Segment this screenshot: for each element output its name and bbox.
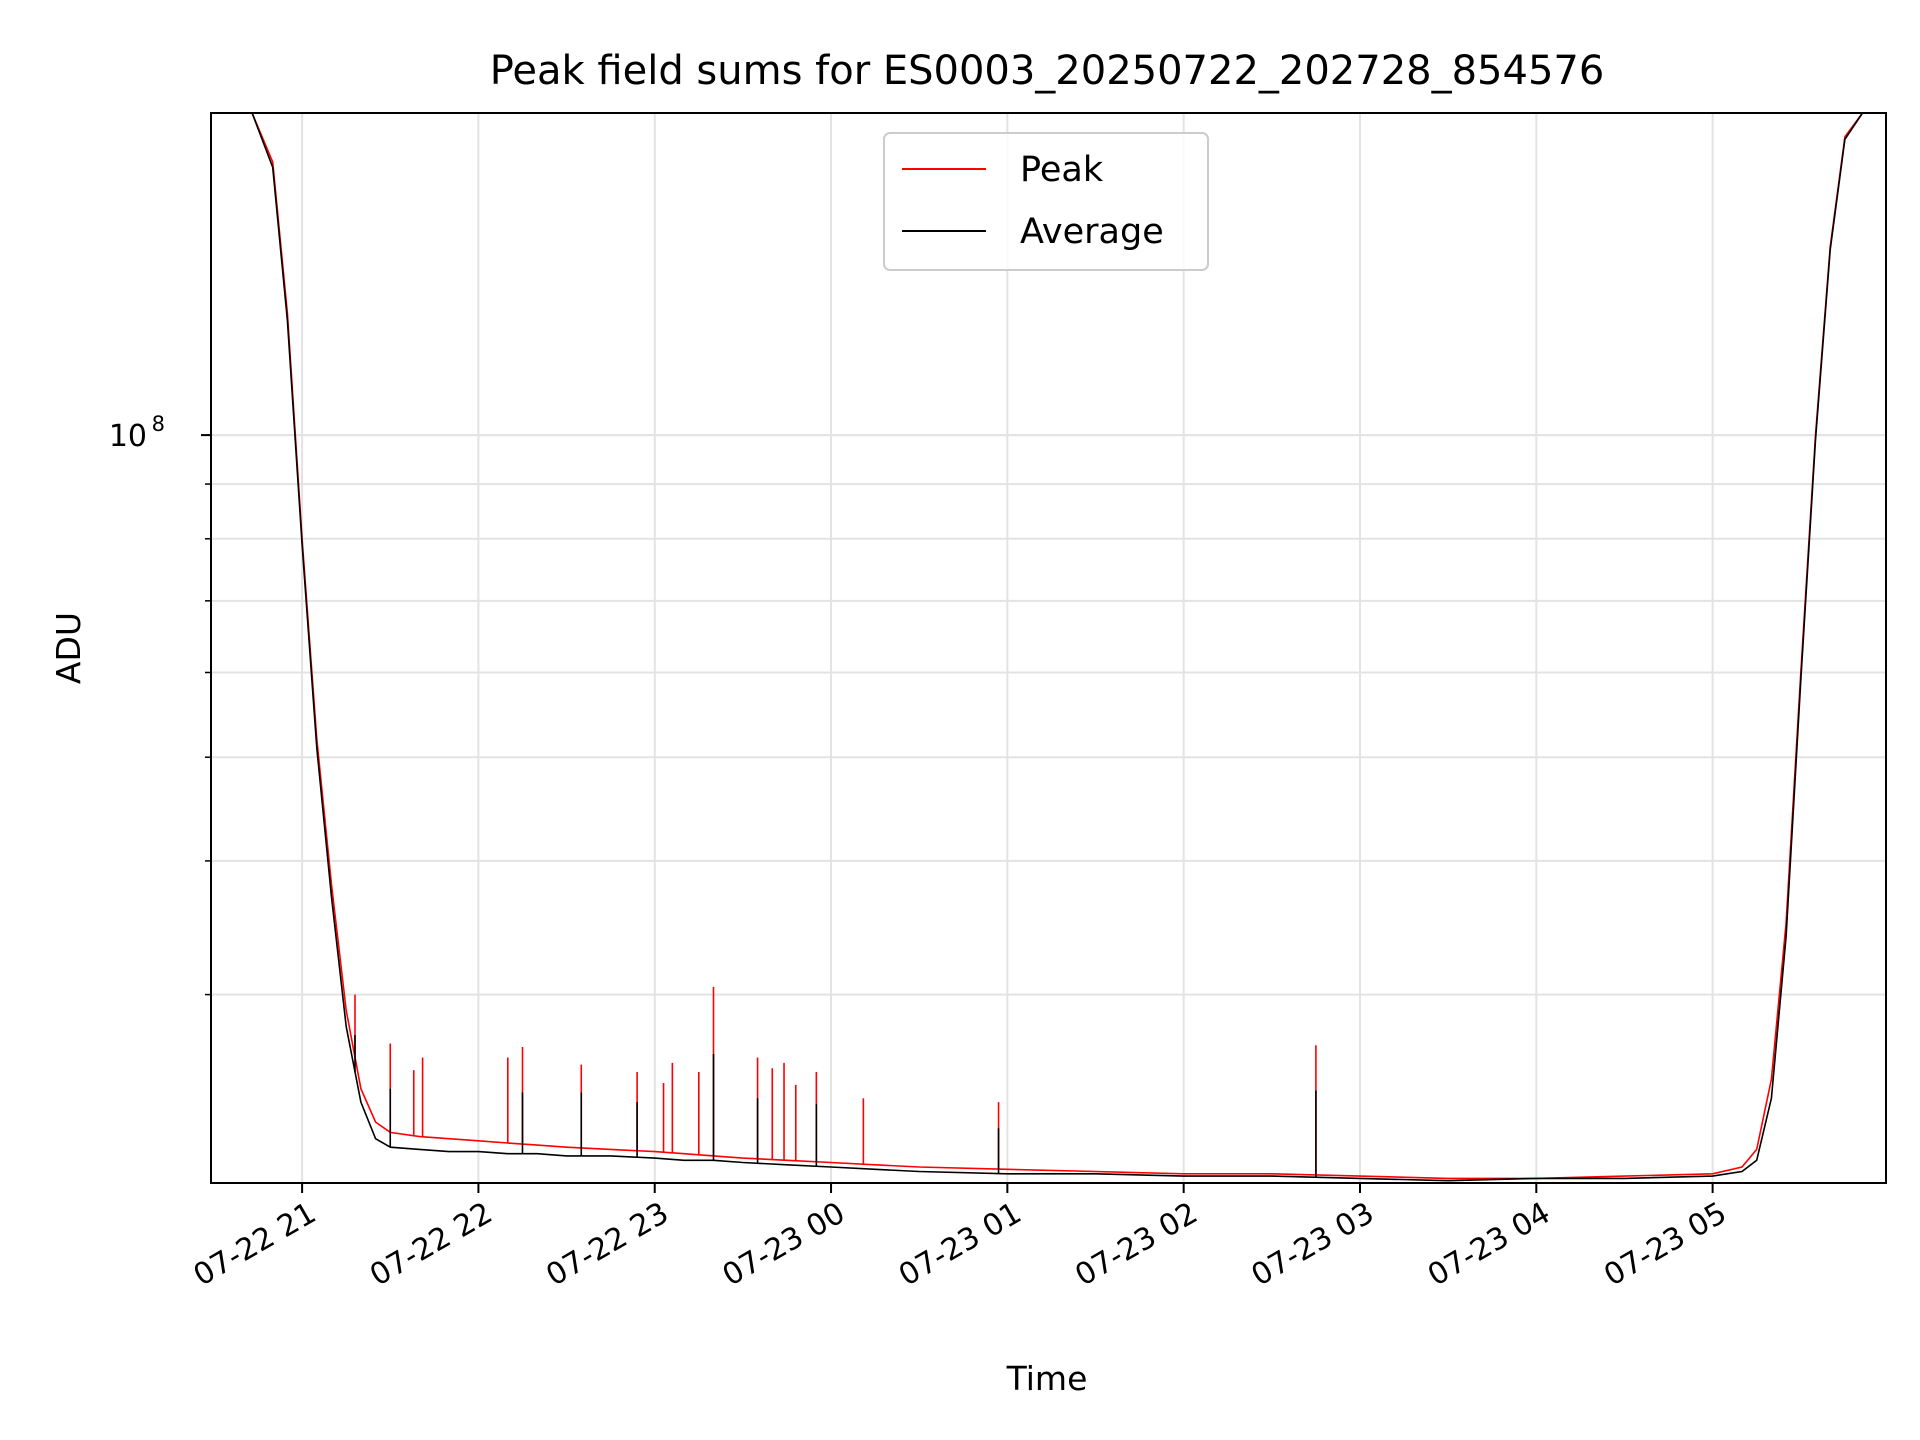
- series-line: [251, 113, 1864, 1182]
- y-tick-label: 10: [109, 419, 147, 454]
- series-line: [251, 113, 1864, 1180]
- x-axis-label: Time: [1006, 1359, 1088, 1398]
- chart-title: Peak field sums for ES0003_20250722_2027…: [490, 48, 1605, 94]
- series-peak: [251, 113, 1864, 1180]
- series-layer: [251, 113, 1864, 1182]
- legend-average-label: Average: [1020, 212, 1164, 252]
- legend-peak-label: Peak: [1020, 150, 1104, 190]
- legend-box: [883, 132, 1209, 271]
- y-axis-label: ADU: [49, 612, 88, 684]
- y-tick-exponent: 8: [152, 412, 165, 436]
- legend: Peak Average: [883, 132, 1209, 271]
- y-tick-base: 10: [109, 419, 147, 454]
- y-axis: 10 8: [109, 412, 211, 996]
- grid: [211, 113, 1886, 1183]
- plot-frame: [210, 112, 1887, 1184]
- series-average: [251, 113, 1864, 1182]
